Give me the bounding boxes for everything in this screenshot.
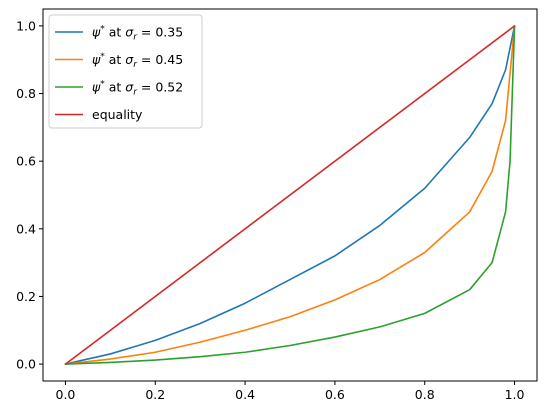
x-tick-label: 0.8 <box>415 387 435 402</box>
y-axis: 0.0 0.2 0.4 0.6 0.8 1.0 <box>16 18 43 372</box>
x-tick-label: 0.6 <box>325 387 345 402</box>
legend: ψ* at σr = 0.35 ψ* at σr = 0.45 ψ* at σr =… <box>48 14 203 129</box>
series-line-1 <box>64 25 516 365</box>
y-tick-label: 0.0 <box>16 357 36 372</box>
y-tick-label: 0.6 <box>16 154 36 169</box>
y-tick-label: 0.2 <box>16 289 36 304</box>
series-line-3 <box>64 25 516 365</box>
x-tick-label: 0.4 <box>235 387 255 402</box>
y-tick-label: 1.0 <box>16 18 36 33</box>
y-tick-label: 0.4 <box>16 221 36 236</box>
y-tick-label: 0.8 <box>16 86 36 101</box>
x-tick-label: 0.2 <box>145 387 165 402</box>
legend-box <box>48 14 203 129</box>
series-line-2 <box>64 25 516 365</box>
x-tick-label: 0.0 <box>56 387 76 402</box>
legend-label-1: ψ* at σr = 0.35 <box>92 25 183 43</box>
series-line-4 <box>64 25 516 365</box>
x-tick-label: 1.0 <box>505 387 525 402</box>
legend-label-3: ψ* at σr = 0.52 <box>92 80 183 98</box>
series-layer <box>64 25 516 365</box>
legend-label-4: equality <box>92 107 143 122</box>
plot-area-frame <box>42 8 538 382</box>
x-axis: 0.0 0.2 0.4 0.6 0.8 1.0 <box>56 381 525 402</box>
legend-label-2: ψ* at σr = 0.45 <box>92 52 183 70</box>
